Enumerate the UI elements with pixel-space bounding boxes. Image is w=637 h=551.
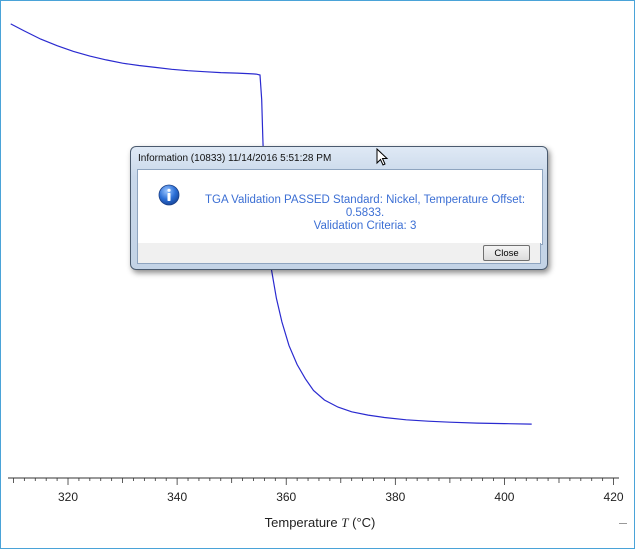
mouse-cursor-icon xyxy=(376,148,389,166)
corner-mark xyxy=(619,523,627,524)
x-tick-label: 360 xyxy=(276,490,296,504)
dialog-title: Information (10833) 11/14/2016 5:51:28 P… xyxy=(138,153,332,164)
x-axis-title: Temperature T (°C) xyxy=(265,515,376,530)
x-tick-label: 400 xyxy=(494,490,514,504)
message-line-1: TGA Validation PASSED Standard: Nickel, … xyxy=(204,194,526,219)
information-dialog: Information (10833) 11/14/2016 5:51:28 P… xyxy=(130,146,548,270)
info-icon xyxy=(158,184,180,206)
x-tick-label: 320 xyxy=(58,490,78,504)
dialog-footer: Close xyxy=(137,243,541,264)
close-button[interactable]: Close xyxy=(483,245,530,261)
message-line-2: Validation Criteria: 3 xyxy=(313,220,417,232)
x-tick-label: 380 xyxy=(385,490,405,504)
x-tick-label: 340 xyxy=(167,490,187,504)
x-axis-ticks xyxy=(13,478,614,485)
dialog-body: TGA Validation PASSED Standard: Nickel, … xyxy=(137,169,543,245)
x-axis-tick-labels: 320 340 360 380 400 420 xyxy=(58,490,624,504)
x-tick-label: 420 xyxy=(604,490,624,504)
dialog-message: TGA Validation PASSED Standard: Nickel, … xyxy=(194,194,536,233)
